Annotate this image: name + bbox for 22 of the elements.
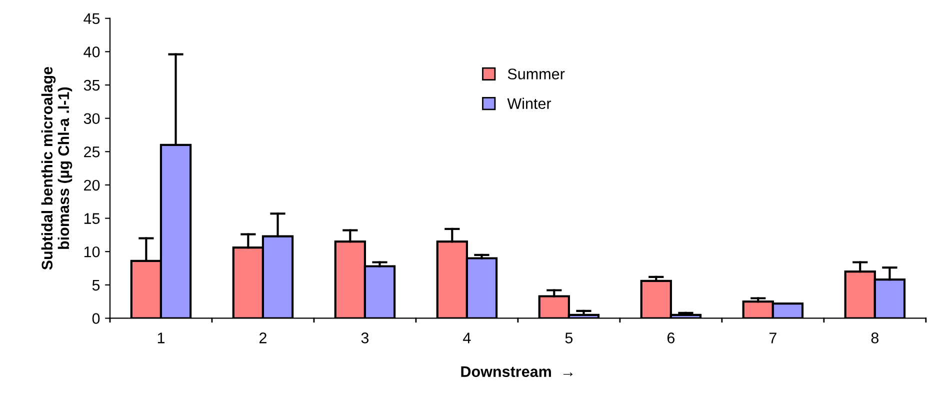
y-axis-title: Subtidal benthic microalage biomass (µg Chl-a .l-1) xyxy=(41,66,72,270)
legend-label: Summer xyxy=(508,68,565,80)
y-tick-label: 40 xyxy=(84,46,100,58)
x-tick-label: 4 xyxy=(463,332,471,344)
x-tick-label: 5 xyxy=(565,332,573,344)
y-tick-label: 20 xyxy=(84,180,100,191)
y-tick-label: 5 xyxy=(92,280,100,291)
y-tick-label: 25 xyxy=(84,146,100,158)
x-tick-label: 8 xyxy=(871,332,878,344)
y-tick-label: 45 xyxy=(84,13,100,24)
y-tick-label: 10 xyxy=(84,246,100,258)
x-tick-label: 1 xyxy=(158,332,164,344)
x-tick-label: 2 xyxy=(259,332,266,344)
y-tick-label: 35 xyxy=(84,80,100,91)
x-tick-label: 3 xyxy=(361,332,369,344)
y-tick-label: 15 xyxy=(84,213,100,224)
y-tick-label: 30 xyxy=(84,113,100,124)
x-tick-label: 7 xyxy=(769,332,776,344)
x-tick-label: 6 xyxy=(667,332,674,344)
legend-label: Winter xyxy=(507,98,552,109)
y-tick-label: 0 xyxy=(92,313,100,324)
x-axis-title: Downstream → xyxy=(461,366,573,378)
